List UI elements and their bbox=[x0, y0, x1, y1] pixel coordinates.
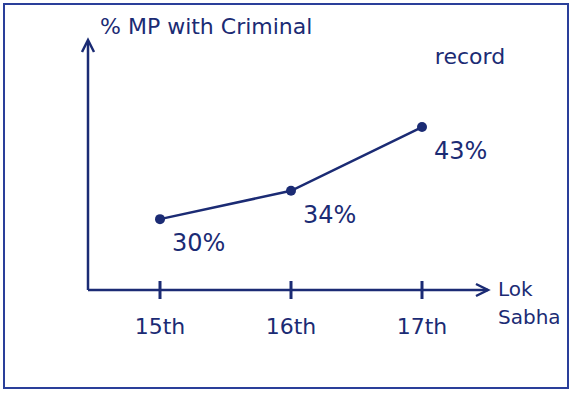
x-axis-title: Lok Sabha bbox=[498, 277, 561, 329]
marker bbox=[155, 214, 165, 224]
data-label: 34% bbox=[303, 201, 356, 229]
x-tick-label: 16th bbox=[266, 314, 317, 339]
y-arrow bbox=[82, 40, 94, 52]
x-tick bbox=[290, 281, 293, 299]
x-tick bbox=[421, 281, 424, 299]
chart: 15th 16th 17th % MP with Criminal record Lok… bbox=[0, 0, 575, 395]
data-label: 30% bbox=[172, 229, 225, 257]
plot-area bbox=[155, 122, 427, 224]
x-tick bbox=[159, 281, 162, 299]
data-label: 43% bbox=[434, 137, 487, 165]
line bbox=[160, 127, 422, 219]
x-tick-label: 17th bbox=[397, 314, 448, 339]
marker bbox=[417, 122, 427, 132]
y-axis-title: % MP with Criminal record bbox=[100, 14, 505, 69]
x-axis bbox=[88, 289, 488, 292]
y-axis bbox=[87, 42, 90, 290]
x-arrow bbox=[476, 284, 488, 296]
marker bbox=[286, 186, 296, 196]
x-tick-label: 15th bbox=[135, 314, 186, 339]
frame bbox=[4, 4, 568, 388]
